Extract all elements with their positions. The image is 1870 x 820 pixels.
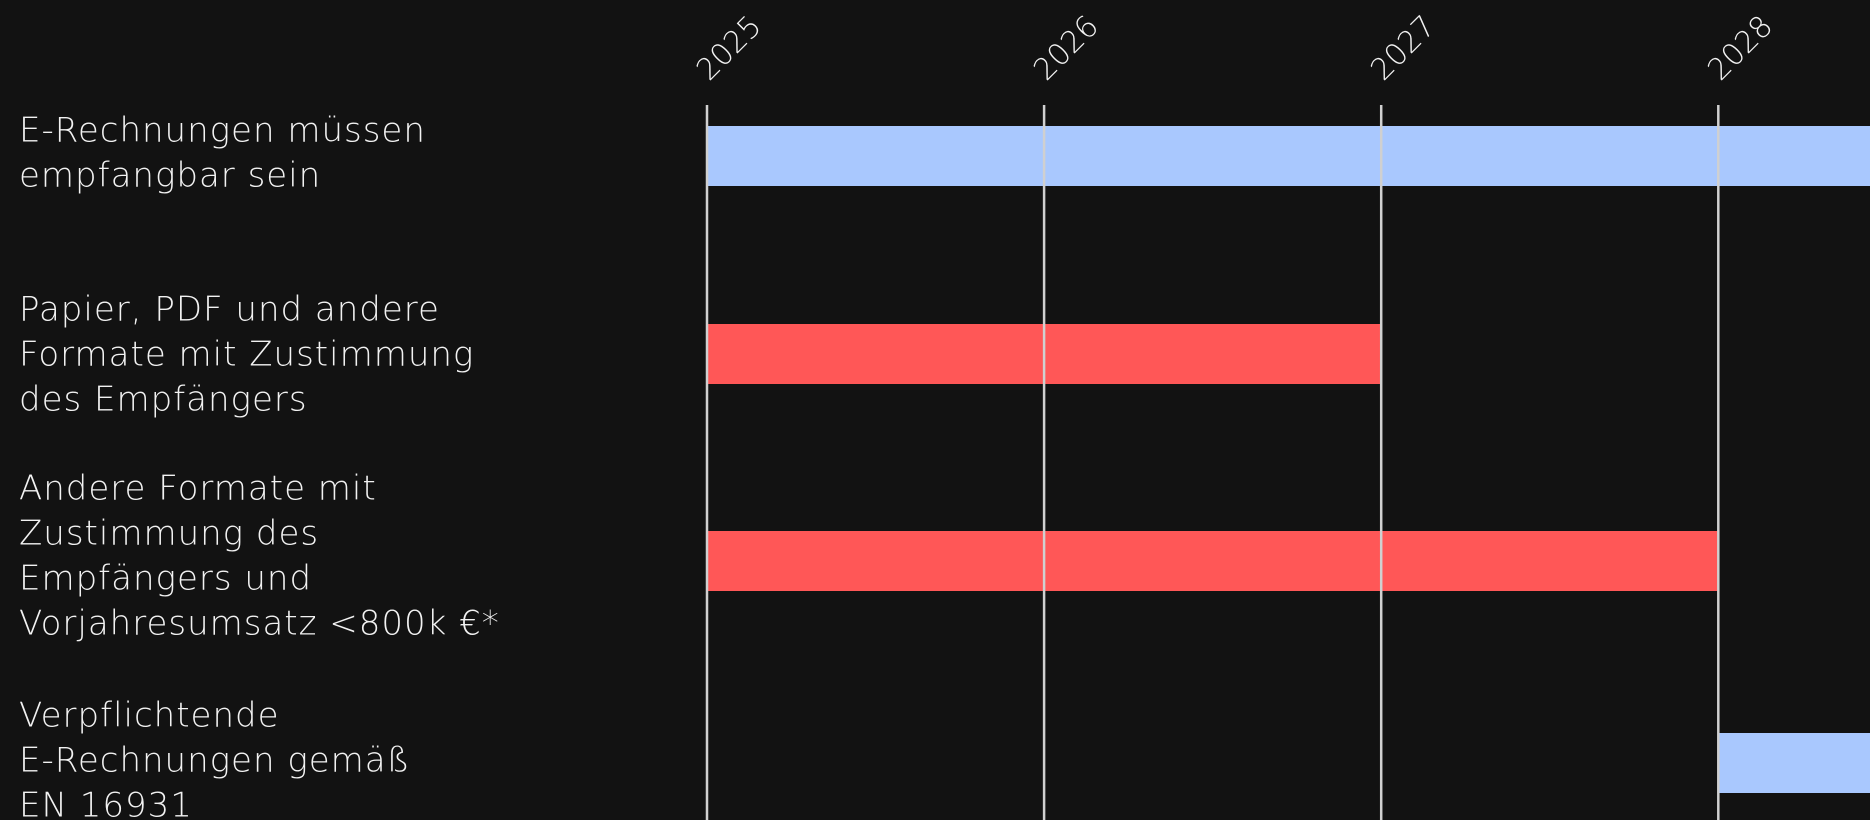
bar [707, 531, 1719, 591]
bar [1718, 733, 1870, 793]
row-label: E-Rechnungen gemäß [19, 741, 411, 781]
row-label: empfangbar sein [19, 156, 321, 196]
row-label: des Empfängers [19, 380, 308, 420]
row-label: Verpflichtende [19, 696, 280, 736]
row-label: Papier, PDF und andere [19, 290, 440, 330]
row-label: Zustimmung des [19, 514, 319, 554]
row-label: Formate mit Zustimmung [19, 335, 474, 375]
row-label: Empfängers und [19, 559, 312, 599]
bar [707, 126, 1870, 186]
row-label: Andere Formate mit [19, 469, 377, 509]
row-label: Vorjahresumsatz <800k €* [19, 604, 500, 644]
row-label: EN 16931 [19, 786, 193, 820]
row-label: E-Rechnungen müssen [19, 111, 426, 151]
